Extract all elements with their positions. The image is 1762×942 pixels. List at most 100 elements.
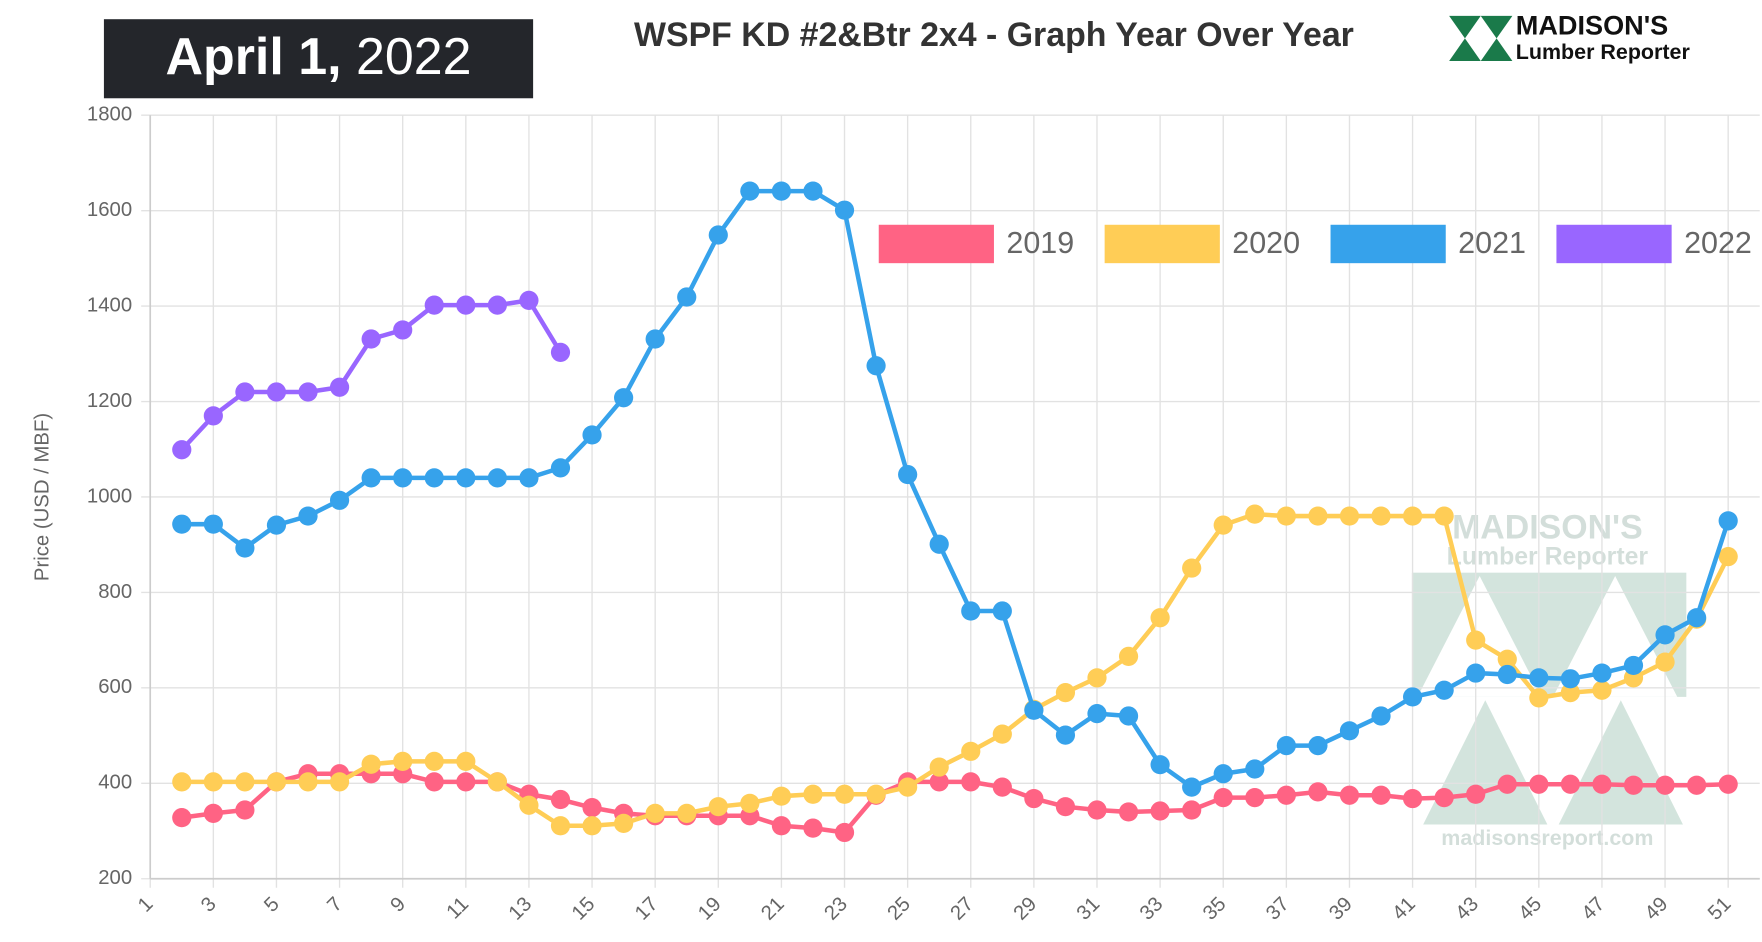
point: [1118, 646, 1139, 666]
logo-triangle: [1480, 15, 1513, 39]
point: [1055, 797, 1076, 817]
legend-swatch: [1104, 224, 1220, 264]
point: [1087, 800, 1107, 820]
point: [1150, 755, 1170, 775]
point: [1466, 784, 1486, 804]
point: [929, 757, 949, 777]
x-tick-label: 3: [197, 893, 221, 917]
point: [1213, 788, 1233, 808]
watermark-site: madisonsreport.com: [1441, 826, 1653, 850]
point: [898, 464, 918, 485]
point: [393, 320, 413, 340]
logo-sub: Lumber Reporter: [1516, 40, 1691, 64]
point: [1497, 774, 1517, 794]
point: [487, 772, 507, 792]
watermark: MADISON'S Lumber Reporter madisonsreport…: [1411, 509, 1687, 850]
point: [519, 795, 539, 815]
point: [424, 772, 444, 792]
point: [898, 777, 918, 797]
point: [172, 808, 192, 828]
point: [1339, 506, 1360, 526]
point: [645, 329, 665, 349]
x-tick-label: 7: [323, 893, 347, 917]
point: [614, 813, 634, 833]
point: [1687, 608, 1707, 628]
point: [361, 754, 381, 774]
point: [329, 772, 350, 792]
x-tick-label: 17: [631, 893, 663, 925]
point: [1434, 680, 1454, 700]
y-tick-label: 1800: [87, 104, 132, 126]
point: [487, 295, 507, 315]
point: [298, 772, 318, 792]
point: [1339, 721, 1360, 741]
point: [1150, 608, 1170, 628]
point: [456, 468, 476, 488]
point: [677, 803, 697, 823]
point: [1308, 736, 1328, 756]
watermark-triangle: [1423, 700, 1548, 825]
y-tick-label: 1400: [87, 294, 132, 316]
x-tick-label: 29: [1010, 893, 1042, 925]
point: [1623, 655, 1644, 676]
point: [424, 751, 444, 771]
x-tick-label: 43: [1451, 893, 1483, 925]
point: [866, 784, 886, 804]
y-axis-title: Price (USD / MBF): [31, 413, 53, 581]
y-tick-label: 800: [98, 581, 132, 603]
point: [1592, 774, 1612, 794]
point: [582, 425, 602, 445]
point: [1024, 788, 1044, 809]
point: [645, 803, 665, 823]
point: [1402, 687, 1423, 707]
point: [1276, 785, 1296, 805]
x-tick-label: 33: [1136, 893, 1168, 925]
point: [1497, 649, 1517, 669]
point: [172, 514, 192, 534]
point: [961, 772, 981, 792]
point: [1560, 683, 1580, 703]
point: [1182, 777, 1202, 797]
x-tick-label: 41: [1388, 893, 1420, 925]
y-tick-label: 1600: [87, 199, 132, 221]
point: [393, 751, 413, 771]
line: [180, 298, 563, 452]
legend-label: 2020: [1232, 226, 1300, 260]
point: [1718, 774, 1738, 794]
point: [550, 458, 571, 478]
point: [771, 816, 792, 836]
point: [1182, 558, 1202, 578]
point: [1024, 700, 1044, 720]
point: [582, 816, 602, 836]
point: [708, 225, 728, 245]
date: April 1,: [165, 28, 341, 86]
point: [424, 468, 444, 488]
legend-swatch: [1330, 224, 1446, 264]
point: [1118, 706, 1139, 726]
x-tick-label: 49: [1641, 893, 1673, 925]
point: [1276, 736, 1296, 756]
logo-triangle: [1449, 15, 1481, 39]
y-tick-label: 400: [98, 772, 132, 794]
point: [708, 797, 728, 817]
point: [1371, 506, 1391, 526]
point: [424, 295, 444, 315]
point: [1655, 652, 1675, 672]
x-tick-label: 47: [1578, 893, 1610, 925]
x-tick-label: 27: [947, 893, 979, 925]
point: [1529, 688, 1549, 708]
point: [456, 751, 476, 771]
point: [235, 382, 255, 402]
point: [929, 534, 949, 554]
x-tick-label: 9: [386, 893, 410, 917]
point: [1055, 683, 1076, 703]
point: [361, 468, 381, 488]
date-badge: [103, 19, 534, 99]
point: [1308, 506, 1328, 526]
point: [1687, 775, 1707, 795]
point: [1655, 625, 1675, 645]
point: [487, 468, 507, 488]
x-tick-label: 39: [1325, 893, 1357, 925]
